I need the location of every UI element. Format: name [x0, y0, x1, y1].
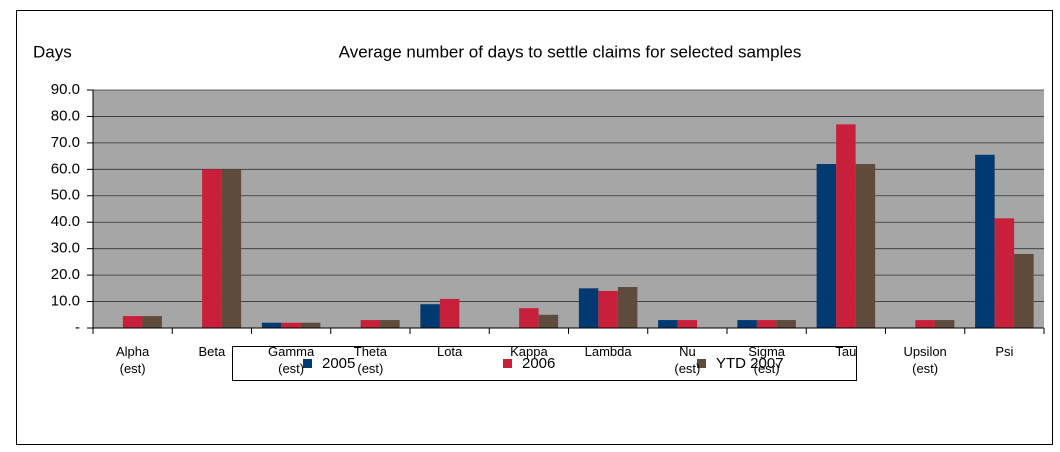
- bar: [598, 290, 618, 328]
- bar: [1014, 253, 1034, 328]
- bar: [578, 288, 599, 328]
- x-tick-label: Alpha (est): [116, 344, 150, 376]
- x-tick-label: Kappa: [510, 344, 548, 359]
- bar: [281, 322, 301, 328]
- y-tick-label: 10.0: [51, 293, 80, 310]
- bar: [360, 320, 381, 328]
- bar: [519, 308, 539, 328]
- bar: [122, 316, 143, 328]
- x-tick-label: Beta: [198, 344, 226, 359]
- bar: [380, 320, 400, 328]
- x-tick-label: Upsilon (est): [903, 344, 947, 376]
- bar: [975, 154, 995, 328]
- y-axis-label: Days: [33, 42, 72, 61]
- bar: [737, 320, 757, 328]
- x-tick-label: Sigma (est): [748, 344, 786, 376]
- legend-box: [232, 346, 857, 381]
- x-tick-label: Theta (est): [353, 344, 387, 376]
- bar: [439, 298, 460, 328]
- legend-swatch: [503, 359, 512, 368]
- y-tick-label: -: [75, 319, 80, 336]
- y-tick-label: 90.0: [51, 81, 80, 98]
- bar: [855, 164, 876, 328]
- plot-area: [93, 90, 1044, 328]
- legend-swatch: [303, 359, 312, 368]
- frame: [16, 10, 1053, 445]
- bar: [677, 320, 698, 328]
- bar: [202, 169, 222, 328]
- bar: [994, 218, 1015, 328]
- x-tick-label: Nu (est): [674, 344, 701, 376]
- y-tick-label: 20.0: [51, 266, 80, 283]
- bar: [756, 320, 777, 328]
- bar: [420, 304, 440, 328]
- bar: [934, 320, 955, 328]
- y-tick-label: 30.0: [51, 240, 80, 257]
- bar: [915, 320, 935, 328]
- y-tick-label: 80.0: [51, 107, 80, 124]
- bar: [300, 322, 321, 328]
- bar: [658, 320, 678, 328]
- legend-label: 2006: [522, 355, 555, 372]
- legend-label: 2005: [322, 355, 355, 372]
- x-tick-label: Tau: [835, 344, 857, 359]
- bar: [776, 320, 796, 328]
- legend-swatch: [697, 359, 706, 368]
- x-tick-label: Gamma (est): [268, 344, 315, 376]
- y-tick-label: 40.0: [51, 213, 80, 230]
- bar: [538, 314, 559, 328]
- bar: [261, 322, 282, 328]
- y-tick-label: 70.0: [51, 134, 80, 151]
- bar: [142, 316, 162, 328]
- x-tick-label: Lambda: [584, 344, 632, 359]
- x-tick-label: Psi: [995, 344, 1014, 359]
- chart-title: Average number of days to settle claims …: [339, 42, 802, 61]
- bar: [836, 124, 856, 328]
- x-tick-label: Lota: [436, 344, 463, 359]
- bar: [617, 287, 638, 328]
- y-tick-label: 60.0: [51, 160, 80, 177]
- legend-label: YTD 2007: [716, 355, 784, 372]
- y-tick-label: 50.0: [51, 187, 80, 204]
- bar: [221, 169, 242, 328]
- bar: [816, 164, 837, 328]
